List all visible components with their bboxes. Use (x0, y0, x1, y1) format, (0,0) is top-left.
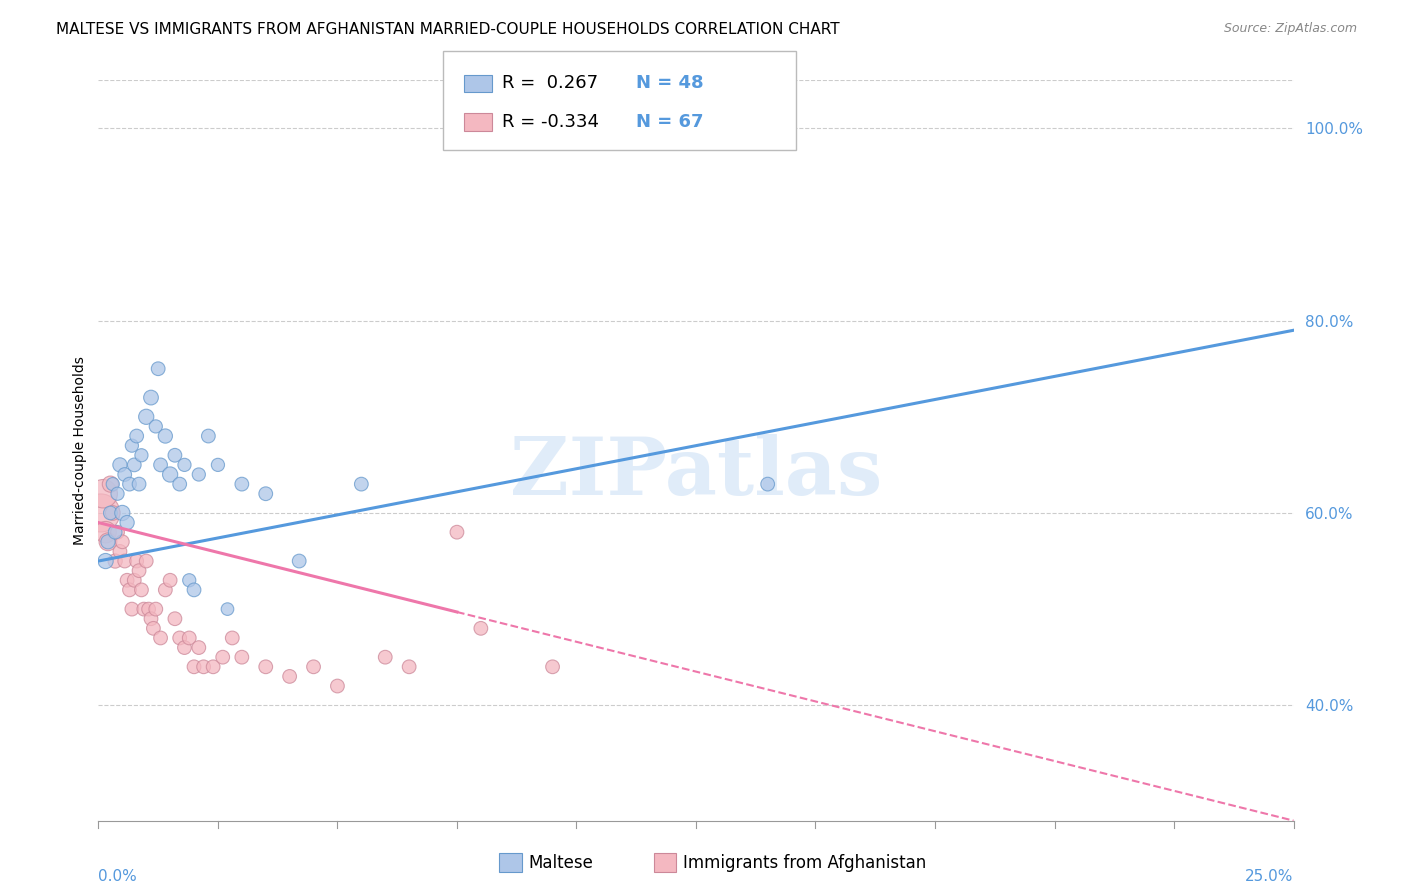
Text: 25.0%: 25.0% (1246, 869, 1294, 884)
Text: 0.0%: 0.0% (98, 869, 138, 884)
Point (104, 525, 127, 540)
Point (183, 582, 205, 597)
Point (231, 477, 253, 491)
Point (118, 582, 141, 597)
Point (163, 612, 186, 626)
Point (115, 516, 138, 530)
Point (94, 554, 117, 568)
Point (135, 409, 157, 424)
Point (90, 506, 112, 520)
Text: Immigrants from Afghanistan: Immigrants from Afghanistan (683, 854, 927, 871)
Point (131, 582, 153, 597)
Point (148, 361, 170, 376)
Point (101, 477, 124, 491)
Point (139, 391, 162, 405)
Point (254, 660, 277, 674)
Point (173, 640, 195, 655)
Point (159, 574, 181, 588)
Point (149, 631, 172, 645)
Point (125, 554, 148, 568)
Point (183, 660, 205, 674)
Point (302, 660, 325, 674)
Point (155, 429, 177, 443)
Point (108, 544, 131, 558)
Text: MALTESE VS IMMIGRANTS FROM AFGHANISTAN MARRIED-COUPLE HOUSEHOLDS CORRELATION CHA: MALTESE VS IMMIGRANTS FROM AFGHANISTAN M… (56, 22, 839, 37)
Text: R = -0.334: R = -0.334 (502, 113, 599, 131)
Point (350, 477, 373, 491)
Y-axis label: Married-couple Households: Married-couple Households (73, 356, 87, 545)
Point (121, 439, 143, 453)
Point (470, 621, 492, 635)
Point (173, 458, 195, 472)
Point (135, 554, 157, 568)
Point (128, 564, 150, 578)
Point (756, 477, 779, 491)
Point (142, 621, 165, 635)
Point (101, 506, 124, 520)
Text: Source: ZipAtlas.com: Source: ZipAtlas.com (1223, 22, 1357, 36)
Point (169, 631, 191, 645)
Point (98, 477, 122, 491)
Point (197, 429, 219, 443)
Point (278, 669, 301, 683)
Point (254, 487, 277, 501)
Point (288, 554, 311, 568)
Point (94, 525, 117, 540)
Point (118, 477, 141, 491)
Point (121, 602, 143, 616)
Point (97, 534, 120, 549)
Point (149, 458, 172, 472)
Point (398, 660, 420, 674)
Point (114, 467, 136, 482)
Point (231, 650, 253, 665)
Text: N = 48: N = 48 (636, 75, 703, 93)
Point (446, 525, 468, 540)
Point (91, 487, 114, 501)
Point (108, 458, 131, 472)
Point (132, 602, 155, 616)
Point (114, 554, 136, 568)
Point (104, 554, 127, 568)
Point (187, 640, 209, 655)
Point (211, 650, 233, 665)
Point (159, 467, 181, 482)
Point (202, 660, 225, 674)
Point (124, 574, 146, 588)
Point (111, 506, 134, 520)
Point (163, 448, 186, 462)
Point (107, 525, 129, 540)
Text: ZIPatlas: ZIPatlas (510, 434, 882, 512)
Text: N = 67: N = 67 (636, 113, 703, 131)
Text: Maltese: Maltese (529, 854, 593, 871)
Point (193, 660, 215, 674)
Point (541, 660, 564, 674)
Point (98, 506, 122, 520)
Point (221, 631, 243, 645)
Point (139, 612, 162, 626)
Point (169, 477, 191, 491)
Point (217, 602, 239, 616)
Point (207, 458, 229, 472)
Point (124, 458, 146, 472)
Point (115, 574, 138, 588)
Point (145, 602, 167, 616)
Point (97, 534, 120, 549)
Text: R =  0.267: R = 0.267 (502, 75, 598, 93)
Point (179, 631, 201, 645)
Point (125, 429, 148, 443)
Point (131, 448, 153, 462)
Point (107, 487, 129, 501)
Point (145, 419, 167, 434)
Point (187, 467, 209, 482)
Point (374, 650, 396, 665)
Point (155, 582, 177, 597)
Point (326, 679, 349, 693)
Point (128, 477, 150, 491)
Point (179, 574, 201, 588)
Point (138, 602, 160, 616)
Point (111, 534, 134, 549)
